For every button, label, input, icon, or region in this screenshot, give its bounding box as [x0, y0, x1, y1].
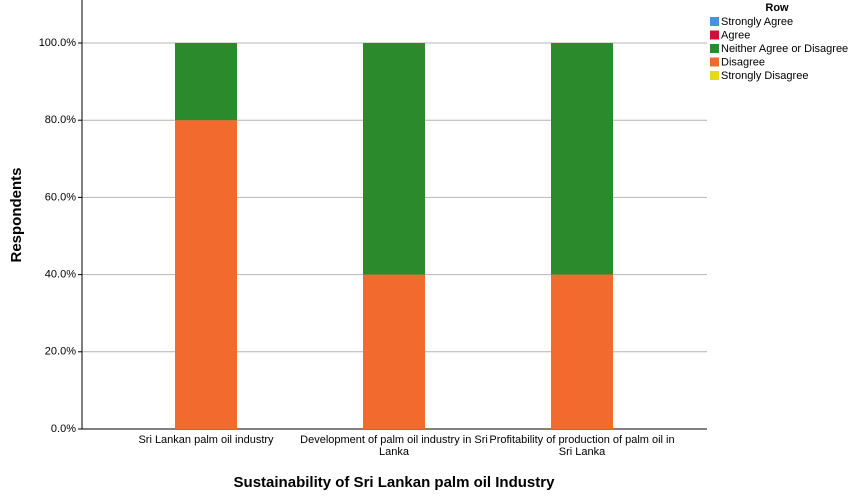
y-tick-label: 40.0% [45, 269, 76, 281]
x-tick-label: Profitability of production of palm oil … [489, 434, 675, 458]
y-axis-title: Respondents [8, 167, 25, 262]
y-tick-label: 0.0% [51, 423, 76, 435]
legend-swatch [710, 30, 719, 40]
bar-segment [551, 43, 613, 275]
legend-swatch [710, 44, 719, 53]
legend-swatch [710, 71, 719, 80]
x-axis-title: Sustainability of Sri Lankan palm oil In… [234, 474, 556, 491]
bar-segment [175, 43, 237, 121]
legend-label: Disagree [721, 56, 765, 68]
bar-segment [363, 43, 425, 275]
legend-label: Neither Agree or Disagree [721, 43, 848, 55]
legend-label: Strongly Agree [721, 16, 793, 28]
y-tick-label: 60.0% [45, 191, 76, 203]
x-tick-label: Sri Lankan palm oil industry [138, 434, 274, 446]
legend-swatch [710, 57, 719, 67]
bar-segment [363, 274, 425, 429]
bar-segment [175, 120, 237, 429]
legend-title: Row [765, 2, 789, 14]
bar-segment [551, 274, 613, 429]
legend-swatch [710, 17, 719, 26]
y-tick-label: 100.0% [39, 37, 77, 49]
legend-label: Agree [721, 29, 750, 41]
y-tick-label: 80.0% [45, 114, 76, 126]
y-tick-label: 20.0% [45, 346, 76, 358]
legend-label: Strongly Disagree [721, 70, 808, 82]
x-tick-label: Development of palm oil industry in Sri … [300, 434, 488, 458]
